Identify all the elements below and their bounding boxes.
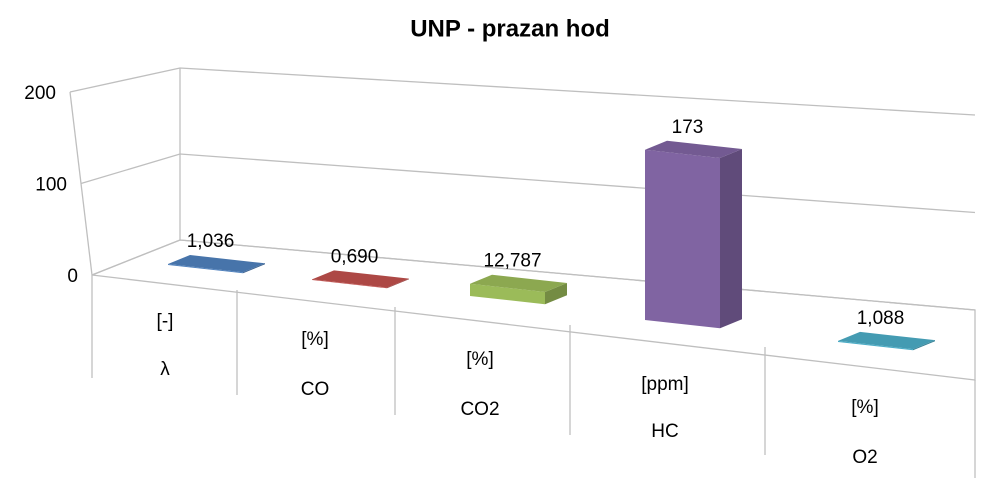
x-tick-label: CO2 [460,399,499,420]
value-label: 1,036 [187,231,235,252]
value-label: 173 [672,117,704,138]
x-tick-label: HC [651,421,678,442]
bar-front [470,283,545,305]
x-tick-label: λ [160,359,170,380]
bar-side [720,149,742,329]
bar-top [470,274,567,292]
chart-title: UNP - prazan hod [410,15,610,42]
category-unit: [ppm] [641,374,689,395]
bar-side [913,340,935,351]
bar-top [838,331,935,350]
value-label: 0,690 [331,246,379,267]
bar [838,331,935,351]
y-tick-label: 200 [24,83,56,104]
bar [312,270,409,289]
bar [470,274,567,305]
bar-front [168,264,243,274]
bar-top [168,255,265,273]
category-unit: [%] [851,397,878,418]
value-label: 12,787 [483,251,541,272]
category-unit: [%] [301,329,328,350]
grid-line [69,67,976,116]
bar-side [545,282,567,305]
grid-line [80,153,976,214]
value-label: 1,088 [857,308,905,329]
x-tick-label: CO [301,379,330,400]
bar-top [312,270,409,288]
bar-front [838,340,913,351]
bar-front [312,279,387,289]
category-unit: [%] [466,349,493,370]
y-tick-label: 0 [67,266,78,287]
x-tick-label: O2 [852,447,877,468]
y-axis [69,91,93,276]
bar [168,255,265,274]
y-tick-label: 100 [35,175,67,196]
bar [645,140,742,329]
bar-side [387,278,409,289]
bar-top [645,140,742,159]
category-unit: [-] [157,311,174,332]
bar-front [645,149,720,329]
bar-side [243,263,265,274]
